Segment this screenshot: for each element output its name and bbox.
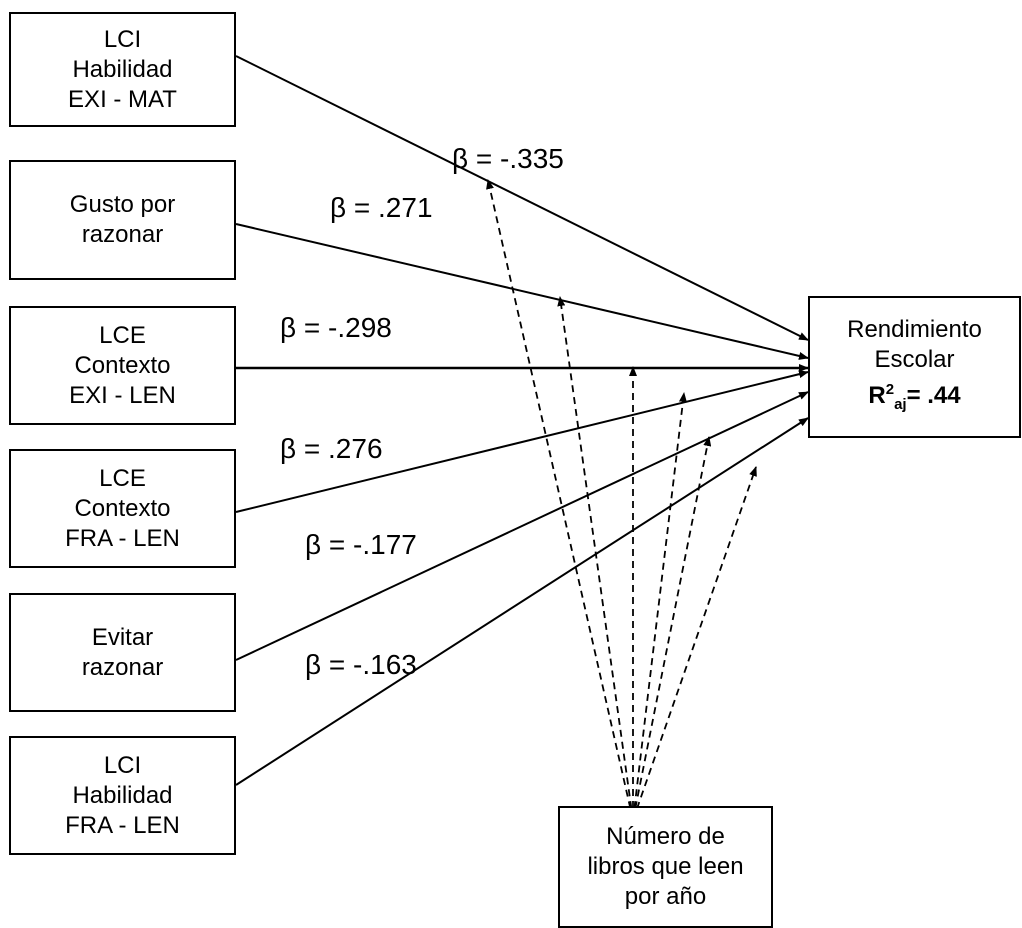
beta-label-1: β = -.335 [452,143,564,174]
beta-label-4: β = .276 [280,433,383,464]
predictor-label-line: LCI [103,25,142,53]
predictor-label-line: Gusto por [69,191,176,218]
predictor-label-line: razonar [81,653,164,681]
predictor-label-line: razonar [81,221,164,248]
predictor-label-line: Contexto [74,494,171,522]
beta-label-2: β = .271 [330,192,433,223]
predictor-label-line: EXI - MAT [68,85,177,113]
predictor-box-lce-contexto-exi-len: LCE Contexto EXI - LEN [9,306,236,425]
predictor-label-line: FRA - LEN [65,524,180,552]
predictor-label-line: Contexto [74,351,171,379]
predictor-label-line: FRA - LEN [65,811,180,839]
predictor-label-line: Evitar [91,623,154,651]
path-arrow-4 [235,370,809,513]
beta-label-5: β = -.177 [305,529,417,560]
moderator-label-line: Número de [606,823,725,850]
outcome-box-rendimiento-escolar: Rendimiento Escolar R2aj= .44 [808,296,1021,438]
path-arrow-6 [235,417,809,786]
moderation-arrow-2 [557,296,634,821]
predictor-label-line: LCI [103,751,142,779]
predictor-box-lci-habilidad-fra-len: LCI Habilidad FRA - LEN [9,736,236,855]
path-arrow-2 [235,223,809,360]
predictor-label-line: EXI - LEN [69,381,176,409]
moderation-arrow-1 [486,179,634,821]
predictor-label-line: Habilidad [72,55,173,83]
moderator-label-line: libros que leen [587,853,744,880]
moderation-arrow-5 [632,436,712,821]
moderation-arrow-6 [632,466,757,821]
outcome-label-line: Escolar [874,345,955,373]
predictor-box-gusto-por-razonar: Gusto por razonar [9,160,236,280]
moderator-label-line: por año [624,883,707,910]
predictor-box-evitar-razonar: Evitar razonar [9,593,236,712]
predictor-label-line: Habilidad [72,781,173,809]
r-squared-label: R2aj= .44 [868,380,961,413]
predictor-label-line: LCE [99,321,146,349]
moderator-box-numero-de-libros: Número de libros que leen por año [558,806,773,928]
predictor-box-lce-contexto-fra-len: LCE Contexto FRA - LEN [9,449,236,568]
path-arrow-1 [235,55,809,341]
outcome-label-line: Rendimiento [847,315,982,343]
path-arrow-5 [235,391,809,661]
beta-label-6: β = -.163 [305,649,417,680]
beta-label-3: β = -.298 [280,312,392,343]
moderation-arrow-4 [632,392,687,821]
predictor-box-lci-habilidad-exi-mat: LCI Habilidad EXI - MAT [9,12,236,127]
predictor-label-line: LCE [99,464,146,492]
